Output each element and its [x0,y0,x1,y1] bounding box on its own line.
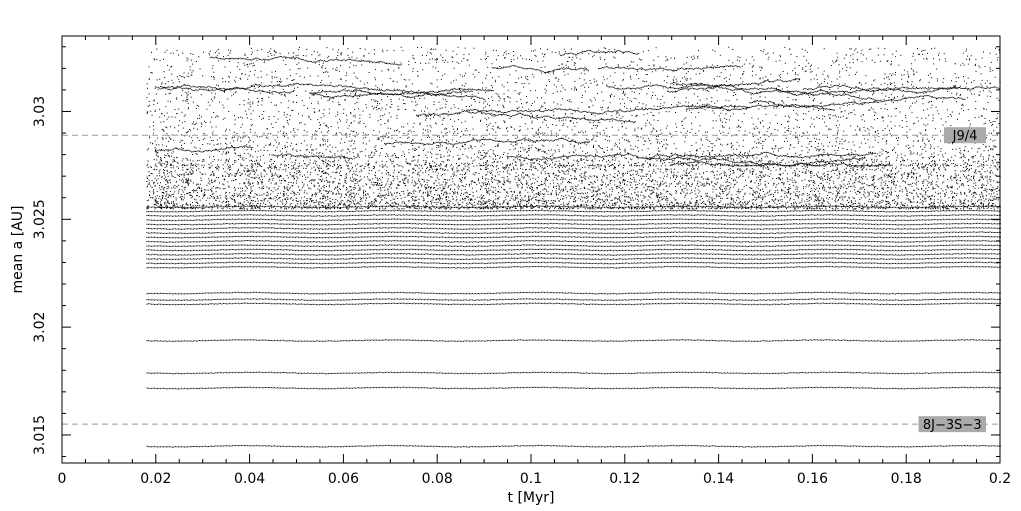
y-tick-label: 3.025 [32,199,48,239]
reference-lines: J9/4 8J−3S−3 [62,127,1000,433]
track-line [146,235,1001,239]
x-tick-label: 0 [58,471,67,487]
x-tick-label: 0.16 [797,471,828,487]
track-line [146,257,1001,260]
track-line [146,298,1001,301]
reference-label-1: 8J−3S−3 [923,418,982,433]
x-tick-label: 0.2 [989,471,1011,487]
y-axis-label: mean a [AU] [10,206,26,294]
track-line [146,302,1001,306]
track-line [146,227,1001,230]
x-tick-label: 0.04 [234,471,265,487]
x-axis-label: t [Myr] [508,490,555,506]
track [146,257,1001,260]
track-line [146,222,1001,226]
axis-ticks: 0 0.02 0.04 0.06 0.08 0.1 0.12 0.14 0.16 0.18 0.2 3… [32,36,1011,487]
track-line [146,214,1001,217]
track [146,339,1001,342]
track [146,240,1001,243]
track-line [146,444,1001,448]
x-tick-label: 0.14 [703,471,734,487]
track [146,214,1001,217]
track [146,302,1001,306]
track [146,298,1001,301]
x-tick-label: 0.12 [609,471,640,487]
y-tick-label: 3.02 [32,312,48,343]
x-tick-label: 0.06 [328,471,359,487]
track-line [146,248,1001,252]
scatter-points [146,46,1001,210]
x-tick-label: 0.08 [422,471,453,487]
track [146,371,1001,375]
track [146,444,1001,448]
track [146,235,1001,239]
track-line [146,205,1001,209]
track-line [146,371,1001,375]
y-tick-label: 3.015 [32,415,48,455]
reference-label-0: J9/4 [952,129,978,144]
reference-label-bg-1 [918,416,986,433]
reference-label-bg-0 [944,127,986,144]
track-line [146,240,1001,243]
track-line [146,339,1001,342]
x-tick-label: 0.1 [520,471,542,487]
x-tick-label: 0.02 [140,471,171,487]
track [146,248,1001,252]
y-tick-label: 3.03 [32,96,48,127]
track [146,205,1001,209]
data-points [146,46,1001,448]
x-tick-label: 0.18 [891,471,922,487]
track [146,222,1001,226]
track [146,227,1001,230]
